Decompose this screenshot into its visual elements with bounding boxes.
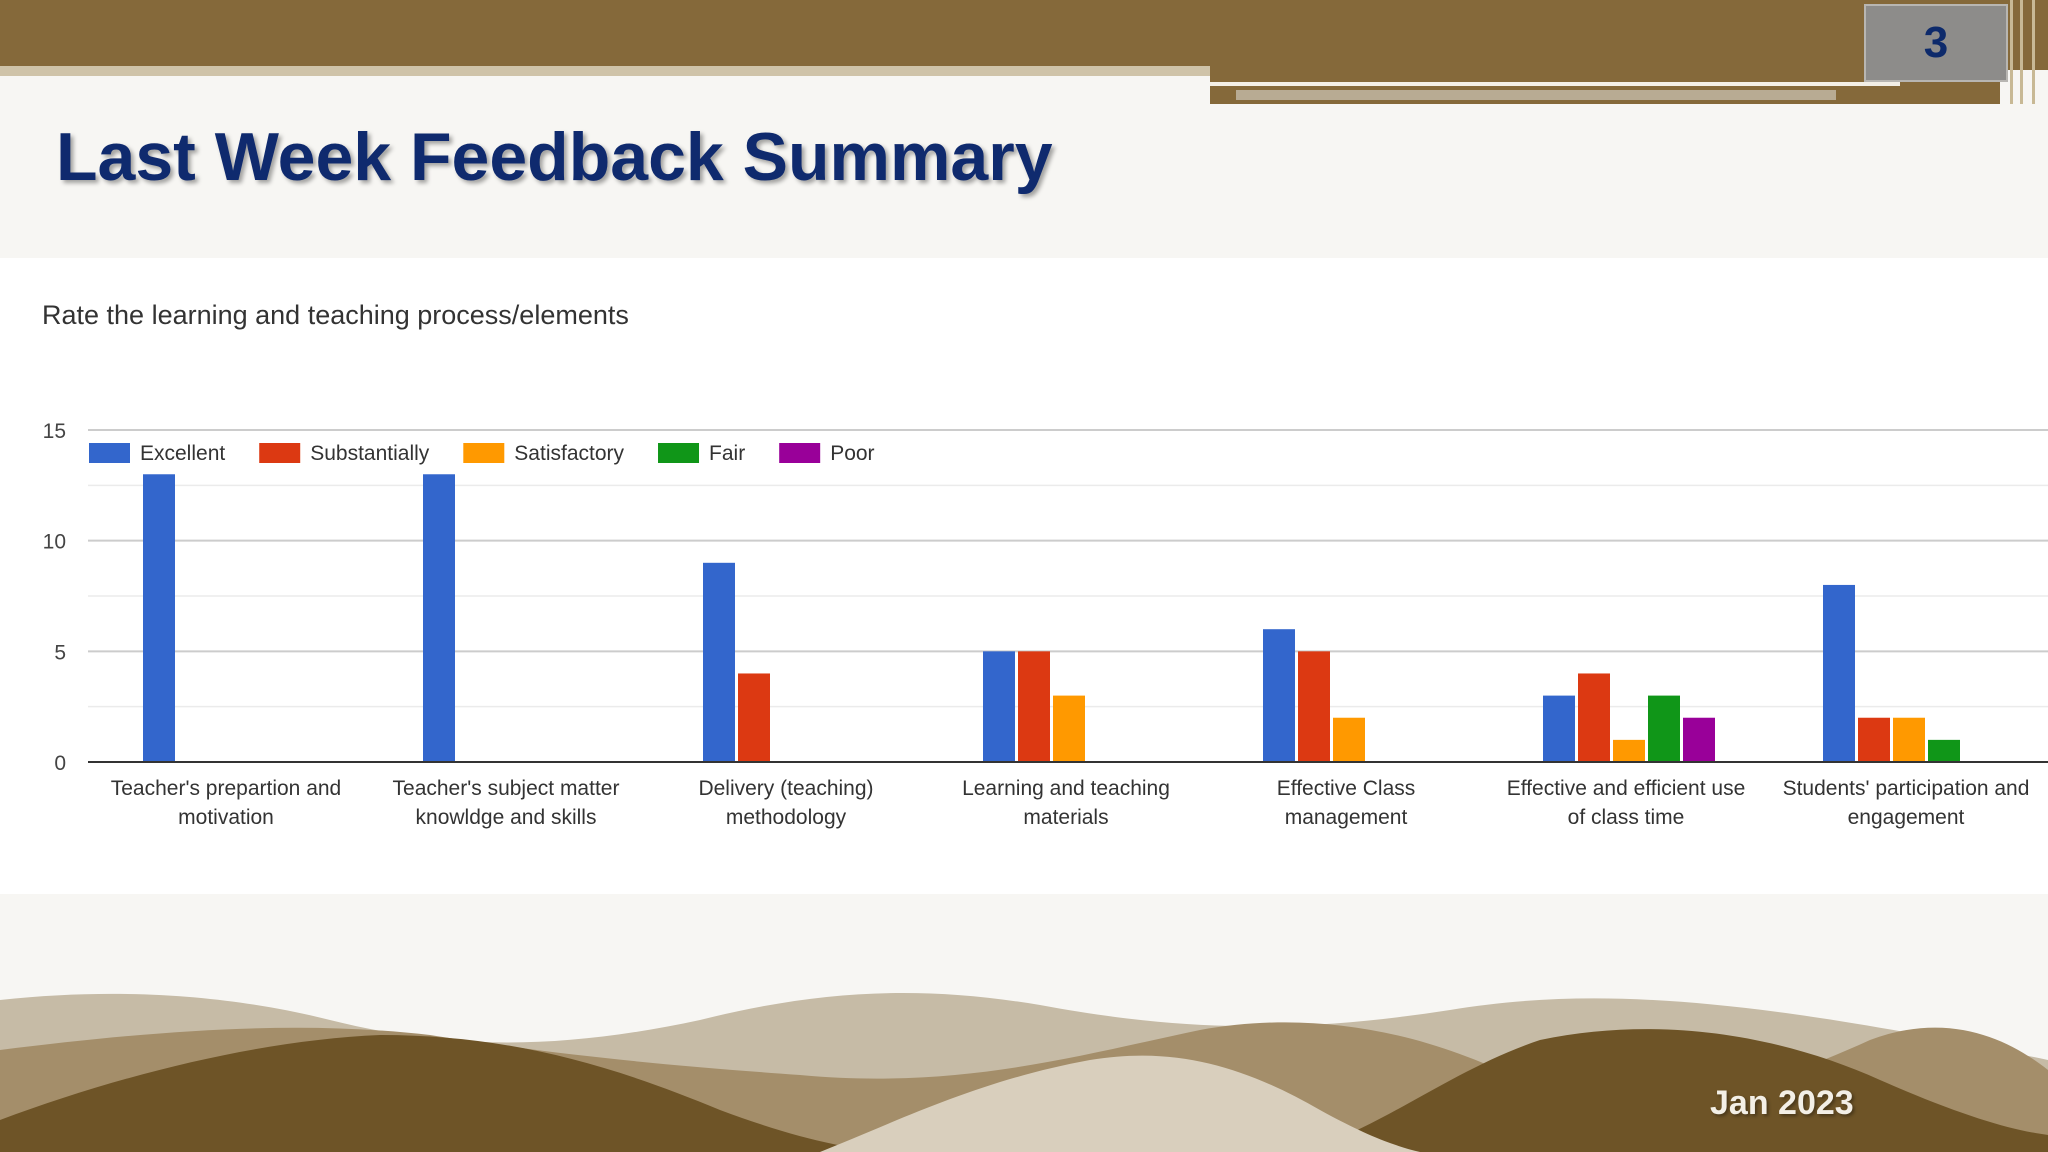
bar-satisfactory bbox=[1333, 717, 1365, 762]
legend-label-fair: Fair bbox=[709, 442, 745, 465]
bar-chart: 0 5 10 15 Teacher's prepartion and motivatio… bbox=[43, 420, 2048, 829]
footer-date: Jan 2023 bbox=[1710, 1084, 1854, 1122]
bar-excellent bbox=[703, 562, 735, 762]
bar-substantially bbox=[1578, 673, 1610, 762]
legend-label-poor: Poor bbox=[830, 442, 874, 465]
slide-title: Last Week Feedback Summary bbox=[56, 119, 1053, 195]
bar-substantially bbox=[1858, 717, 1890, 762]
legend-swatch-fair bbox=[658, 443, 700, 463]
x-tick-label: engagement bbox=[1848, 806, 1965, 829]
bar-excellent bbox=[423, 474, 455, 762]
bar-fair bbox=[1928, 739, 1960, 762]
bar-excellent bbox=[983, 651, 1015, 762]
legend-swatch-excellent bbox=[89, 443, 130, 463]
bar-fair bbox=[1648, 695, 1680, 762]
bar-satisfactory bbox=[1613, 739, 1645, 762]
header-edge-1 bbox=[2010, 0, 2013, 104]
wave-dark-right bbox=[1300, 1029, 2048, 1152]
y-axis-ticks: 0 5 10 15 bbox=[43, 420, 66, 775]
x-tick-label: Teacher's subject matter bbox=[393, 777, 620, 800]
header-rule bbox=[0, 66, 1210, 76]
legend-swatch-satisfactory bbox=[463, 443, 505, 463]
x-tick-label: methodology bbox=[726, 806, 847, 829]
bar-excellent bbox=[143, 474, 175, 762]
y-tick-label: 5 bbox=[54, 641, 66, 664]
x-tick-label: motivation bbox=[178, 806, 274, 829]
header-edge-3 bbox=[2032, 0, 2035, 104]
x-tick-label: of class time bbox=[1568, 806, 1685, 829]
y-tick-label: 15 bbox=[43, 420, 66, 443]
bar-poor bbox=[1683, 717, 1715, 762]
legend-swatch-poor bbox=[779, 443, 821, 463]
header-stripe-tan bbox=[1236, 90, 1836, 100]
header-band bbox=[0, 0, 2048, 70]
page-number: 3 bbox=[1923, 18, 1949, 67]
bar-excellent bbox=[1543, 695, 1575, 762]
wave-highlight bbox=[820, 1055, 1420, 1152]
bar-satisfactory bbox=[1053, 695, 1085, 762]
gridlines bbox=[88, 429, 2048, 708]
x-tick-label: Delivery (teaching) bbox=[698, 777, 873, 800]
wave-dark-front bbox=[0, 1035, 900, 1152]
chart-panel bbox=[0, 258, 2048, 894]
page-number-badge: 3 bbox=[1864, 4, 2008, 82]
x-tick-label: Learning and teaching bbox=[962, 777, 1170, 800]
bar-excellent bbox=[1263, 629, 1295, 762]
header-stripe-light bbox=[1210, 82, 1900, 86]
legend: Excellent Substantially Satisfactory Fair Po… bbox=[89, 442, 875, 465]
x-tick-label: Teacher's prepartion and bbox=[111, 777, 342, 800]
header-edge-2 bbox=[2020, 0, 2023, 104]
legend-label-satisfactory: Satisfactory bbox=[514, 442, 624, 465]
bar-substantially bbox=[1298, 651, 1330, 762]
x-axis-labels: Teacher's prepartion and motivation Teache… bbox=[111, 777, 2030, 829]
y-tick-label: 0 bbox=[54, 752, 66, 775]
x-tick-label: materials bbox=[1023, 806, 1108, 829]
bar-excellent bbox=[1823, 584, 1855, 762]
x-tick-label: knowldge and skills bbox=[416, 806, 597, 829]
legend-label-substantially: Substantially bbox=[310, 442, 430, 465]
x-tick-label: Effective Class bbox=[1277, 777, 1416, 800]
y-tick-label: 10 bbox=[43, 531, 66, 554]
legend-label-excellent: Excellent bbox=[140, 442, 225, 465]
x-tick-label: Students' participation and bbox=[1783, 777, 2030, 800]
chart-title: Rate the learning and teaching process/e… bbox=[42, 300, 629, 330]
bar-substantially bbox=[1018, 651, 1050, 762]
x-tick-label: management bbox=[1285, 806, 1408, 829]
bar-substantially bbox=[738, 673, 770, 762]
bars bbox=[143, 474, 1960, 762]
bar-satisfactory bbox=[1893, 717, 1925, 762]
legend-swatch-substantially bbox=[259, 443, 301, 463]
x-tick-label: Effective and efficient use bbox=[1507, 777, 1746, 800]
